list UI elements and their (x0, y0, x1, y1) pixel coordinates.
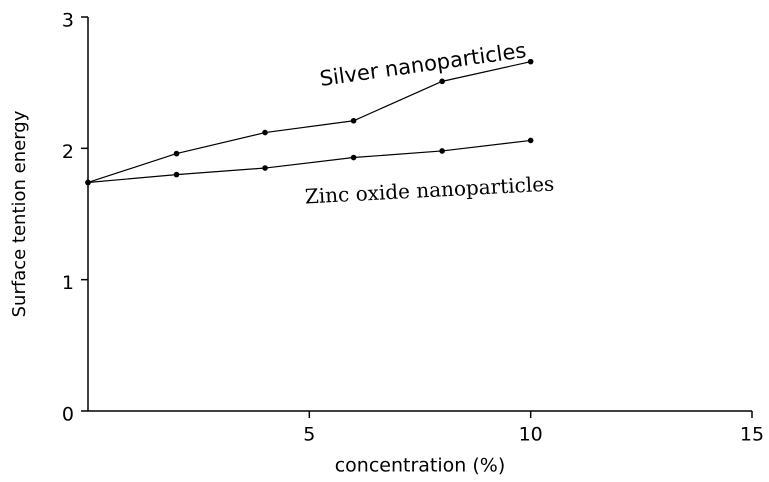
y-tick-label: 0 (62, 404, 74, 426)
series-label: Silver nanoparticles (318, 38, 527, 91)
x-axis-label: concentration (%) (335, 455, 506, 477)
point (173, 171, 180, 178)
x-tick-label: 15 (740, 424, 764, 446)
y-tick-label: 2 (62, 141, 74, 163)
series-line (87, 139, 531, 184)
series-line (87, 61, 531, 184)
point (262, 129, 268, 136)
point (85, 179, 91, 186)
point (350, 117, 357, 124)
x-tick-label: 5 (303, 424, 315, 446)
point (527, 58, 534, 65)
y-axis-label: Surface tention energy (9, 110, 30, 317)
point (439, 78, 445, 85)
point (350, 154, 357, 161)
y-tick-label: 3 (62, 10, 74, 32)
point (173, 150, 180, 157)
point (527, 137, 534, 144)
x-tick-label: 10 (519, 424, 543, 446)
point (262, 165, 268, 171)
series-label: Zinc oxide nanoparticles (304, 171, 555, 208)
point (439, 148, 445, 154)
y-tick-label: 1 (62, 272, 74, 294)
